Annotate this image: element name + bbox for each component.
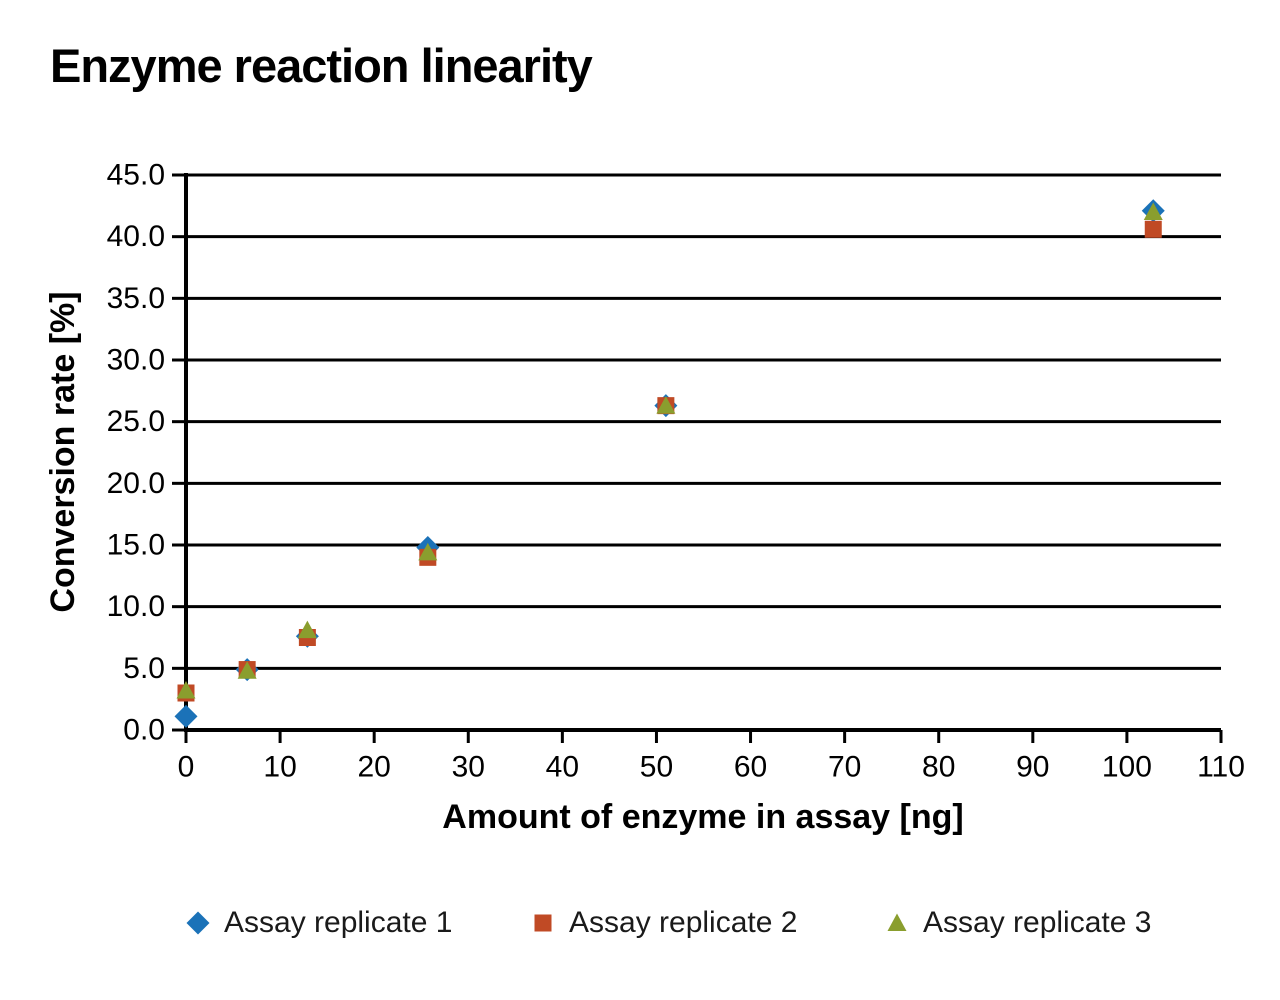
x-tick-label: 60 bbox=[734, 751, 767, 784]
y-tick-label: 40.0 bbox=[107, 220, 165, 253]
data-point-triangle bbox=[297, 620, 317, 639]
triangle-glyph bbox=[887, 913, 907, 931]
square-marker-icon bbox=[528, 908, 558, 938]
chart-title: Enzyme reaction linearity bbox=[50, 39, 593, 92]
x-tick-label: 110 bbox=[1197, 751, 1245, 784]
y-tick-label: 20.0 bbox=[107, 467, 165, 500]
legend-item-replicate-2: Assay replicate 2 bbox=[528, 898, 797, 948]
legend-item-replicate-3: Assay replicate 3 bbox=[882, 898, 1151, 948]
data-point-triangle bbox=[1143, 202, 1163, 220]
legend-label-replicate-1: Assay replicate 1 bbox=[224, 906, 453, 939]
y-tick-label: 15.0 bbox=[107, 529, 165, 562]
y-axis-title: Conversion rate [%] bbox=[44, 291, 82, 613]
x-tick-label: 70 bbox=[828, 751, 861, 784]
x-tick-label: 30 bbox=[452, 751, 485, 784]
data-point-square bbox=[1144, 220, 1162, 238]
x-tick-label: 90 bbox=[1016, 751, 1049, 784]
legend-label-replicate-2: Assay replicate 2 bbox=[569, 906, 798, 939]
y-tick-label: 25.0 bbox=[107, 405, 165, 438]
x-tick-label: 20 bbox=[357, 751, 390, 784]
legend: Assay replicate 1 Assay replicate 2 Assa… bbox=[0, 898, 1280, 948]
diamond-glyph bbox=[186, 911, 210, 935]
data-point-triangle bbox=[176, 681, 196, 699]
diamond-marker-icon bbox=[183, 908, 213, 938]
data-point-triangle bbox=[418, 542, 438, 561]
x-tick-label: 80 bbox=[922, 751, 955, 784]
data-point-diamond bbox=[174, 704, 198, 728]
y-tick-label: 10.0 bbox=[107, 590, 165, 623]
data-point-diamond bbox=[186, 911, 210, 935]
y-tick-label: 0.0 bbox=[123, 714, 165, 747]
data-point-triangle bbox=[887, 913, 907, 931]
triangle-marker-icon bbox=[882, 908, 912, 938]
legend-label-replicate-3: Assay replicate 3 bbox=[923, 906, 1152, 939]
x-tick-label: 10 bbox=[263, 751, 296, 784]
y-tick-label: 35.0 bbox=[107, 282, 165, 315]
x-tick-label: 50 bbox=[640, 751, 673, 784]
x-tick-label: 40 bbox=[546, 751, 579, 784]
square-glyph bbox=[534, 914, 552, 932]
x-axis-title: Amount of enzyme in assay [ng] bbox=[442, 798, 964, 836]
legend-item-replicate-1: Assay replicate 1 bbox=[183, 898, 452, 948]
y-tick-label: 5.0 bbox=[123, 652, 165, 685]
data-point-triangle bbox=[237, 661, 257, 679]
y-tick-label: 45.0 bbox=[107, 159, 165, 192]
data-point-triangle bbox=[656, 396, 676, 414]
data-point-square bbox=[534, 914, 552, 932]
x-tick-label: 100 bbox=[1102, 751, 1152, 784]
y-tick-label: 30.0 bbox=[107, 344, 165, 377]
x-tick-label: 0 bbox=[178, 751, 195, 784]
